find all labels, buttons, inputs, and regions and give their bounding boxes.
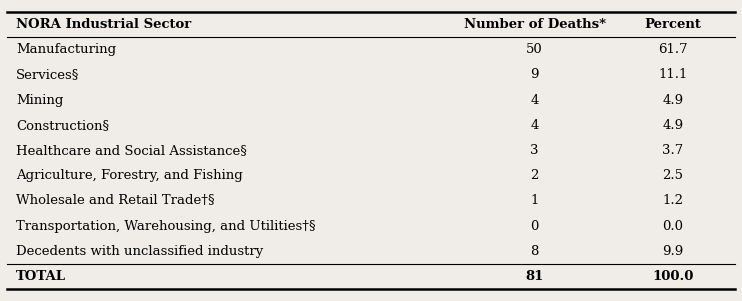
Text: Services§: Services§ [16, 68, 79, 82]
Text: 4.9: 4.9 [662, 94, 683, 107]
Text: 4.9: 4.9 [662, 119, 683, 132]
Text: Manufacturing: Manufacturing [16, 43, 116, 56]
Text: 9.9: 9.9 [662, 245, 683, 258]
Text: 9: 9 [531, 68, 539, 82]
Text: TOTAL: TOTAL [16, 270, 66, 283]
Text: 100.0: 100.0 [652, 270, 694, 283]
Text: Healthcare and Social Assistance§: Healthcare and Social Assistance§ [16, 144, 247, 157]
Text: 4: 4 [531, 94, 539, 107]
Text: Number of Deaths*: Number of Deaths* [464, 18, 605, 31]
Text: Agriculture, Forestry, and Fishing: Agriculture, Forestry, and Fishing [16, 169, 243, 182]
Text: 2: 2 [531, 169, 539, 182]
Text: Construction§: Construction§ [16, 119, 110, 132]
Text: 3.7: 3.7 [662, 144, 683, 157]
Text: 3: 3 [531, 144, 539, 157]
Text: 0.0: 0.0 [663, 219, 683, 233]
Text: 61.7: 61.7 [658, 43, 688, 56]
Text: Percent: Percent [644, 18, 701, 31]
Text: 4: 4 [531, 119, 539, 132]
Text: 1.2: 1.2 [663, 194, 683, 207]
Text: 1: 1 [531, 194, 539, 207]
Text: 11.1: 11.1 [658, 68, 687, 82]
Text: 2.5: 2.5 [663, 169, 683, 182]
Text: 0: 0 [531, 219, 539, 233]
Text: 8: 8 [531, 245, 539, 258]
Text: Decedents with unclassified industry: Decedents with unclassified industry [16, 245, 263, 258]
Text: Wholesale and Retail Trade†§: Wholesale and Retail Trade†§ [16, 194, 215, 207]
Text: 81: 81 [525, 270, 544, 283]
Text: Transportation, Warehousing, and Utilities†§: Transportation, Warehousing, and Utiliti… [16, 219, 316, 233]
Text: 50: 50 [526, 43, 543, 56]
Text: NORA Industrial Sector: NORA Industrial Sector [16, 18, 191, 31]
Text: Mining: Mining [16, 94, 64, 107]
